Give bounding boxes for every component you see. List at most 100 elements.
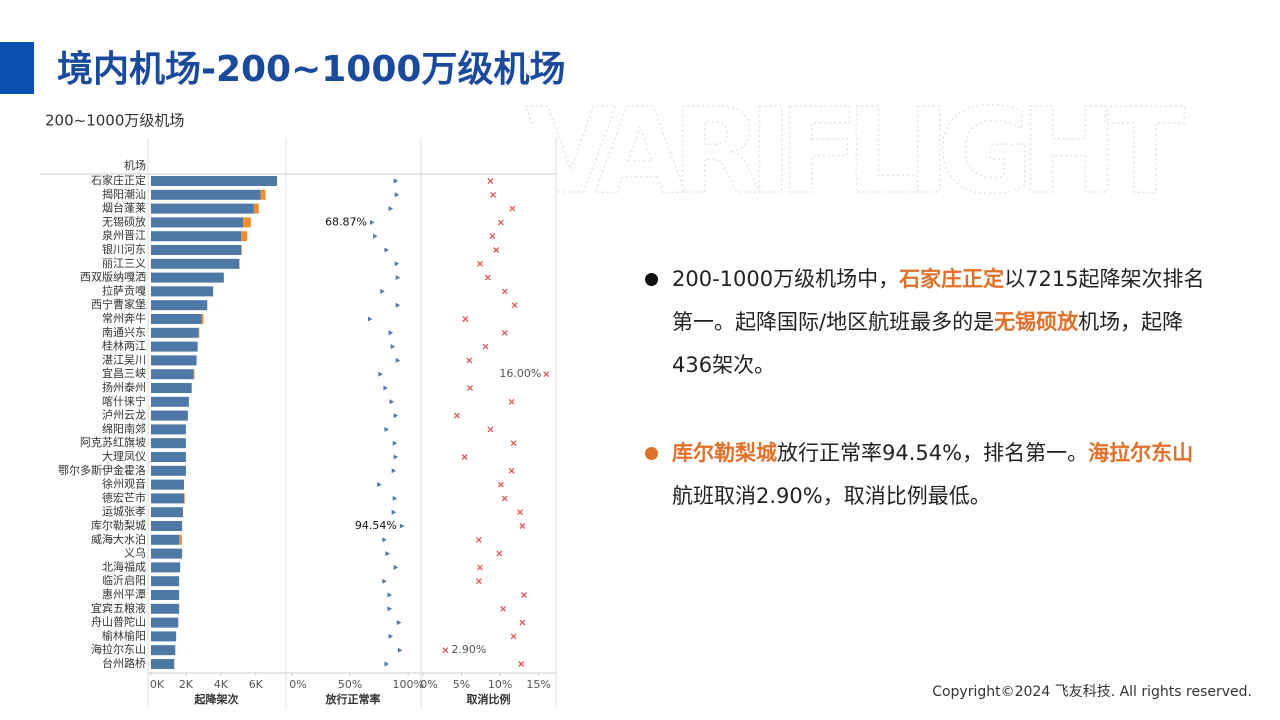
marker [519,619,526,626]
marker [477,260,483,267]
bar [241,231,248,242]
bar [151,272,224,283]
bar [151,369,194,380]
bar [198,327,200,338]
marker [392,440,398,446]
bar [151,355,197,366]
chart-title: 200~1000万级机场 [45,112,184,130]
bar [151,245,242,255]
category-label: 绵阳南郊 [102,421,146,435]
bar [151,258,240,269]
marker [489,233,496,240]
bar [151,562,181,573]
bar [151,341,198,352]
marker [442,647,449,654]
marker [388,330,394,336]
bar [151,327,199,338]
marker [397,647,403,653]
marker [395,275,401,281]
marker [385,551,391,557]
category-label: 徐州观音 [102,477,146,491]
marker [383,385,388,391]
marker [387,606,392,612]
marker [378,371,383,377]
category-label: 喀什徕宁 [102,394,146,408]
x-tick-label: 100% [392,678,423,691]
marker [393,454,399,460]
marker [393,413,399,419]
bar [179,534,183,545]
x-tick-label: 0% [420,678,437,691]
bullet: 库尔勒梨城放行正常率94.54%，排名第一。海拉尔东山航班取消2.90%，取消比… [645,432,1205,518]
bullets: 200-1000万级机场中，石家庄正定以7215起降架次排名第一。起降国际/地区… [645,258,1205,563]
category-label: 南通兴东 [102,326,146,339]
bar [260,189,266,200]
bar [151,438,186,449]
bullet-text: 200-1000万级机场中， [672,267,900,291]
category-label: 义乌 [124,546,146,560]
bar [151,231,242,242]
category-label: 北海福成 [102,559,146,573]
category-label: 榆林榆阳 [102,628,146,642]
bar [151,479,185,490]
bullet-text: 以7215起降架次排名第一。起降国际/地区航班最多的是 [672,267,1205,334]
x-tick-label: 6K [249,678,264,691]
data-label: 68.87% [325,215,367,228]
marker [389,399,395,405]
marker [484,274,491,281]
axis-title: 放行正常率 [325,692,381,706]
marker [517,509,524,516]
category-label: 威海大水泊 [91,532,146,546]
bullet-text: 航班取消2.90%，取消比例最低。 [672,484,991,508]
marker [393,564,399,570]
marker [493,247,500,253]
data-label: 2.90% [451,643,486,656]
axis-title: 取消比例 [467,692,511,706]
marker [497,481,504,488]
category-label: 丽江三义 [102,257,146,270]
slide-title: 境内机场-200~1000万级机场 [57,49,565,90]
marker [519,523,526,529]
marker [395,302,401,308]
bar [151,534,180,545]
copyright: Copyright©2024 飞友科技. All rights reserved… [932,684,1252,700]
bar [151,217,244,228]
bar [151,410,188,421]
category-label: 扬州泰州 [102,380,146,394]
bar [151,631,177,642]
category-label: 烟台蓬莱 [102,201,146,215]
highlight-text: 石家庄正定 [899,267,1005,291]
bar [151,383,192,393]
marker [487,426,494,433]
bar [151,465,186,476]
category-label: 惠州平潭 [102,587,146,601]
category-label: 台州路桥 [102,656,146,670]
category-label: 大理凤仪 [102,449,146,463]
marker [399,523,405,529]
bar [151,548,183,559]
category-label: 桂林两江 [102,339,146,353]
bar [241,245,242,255]
category-label: 湛江吴川 [102,353,146,366]
marker [382,578,387,584]
highlight-text: 无锡硕放 [994,310,1079,334]
x-tick-label: 0% [289,678,306,691]
marker [387,592,392,598]
category-label: 拉萨贡嘎 [102,283,146,297]
marker [393,178,399,184]
category-label: 阿克苏红旗坡 [80,435,146,449]
marker [518,661,525,667]
marker [396,620,402,626]
marker [382,537,387,543]
bar [151,521,183,531]
category-header: 机场 [124,158,146,172]
category-label: 海拉尔东山 [91,642,146,656]
marker [384,661,389,667]
category-label: 舟山普陀山 [91,615,146,629]
marker [467,385,473,391]
bar [201,314,204,324]
bar [151,645,176,656]
bar [151,314,202,324]
marker [388,206,394,212]
marker [461,454,468,460]
